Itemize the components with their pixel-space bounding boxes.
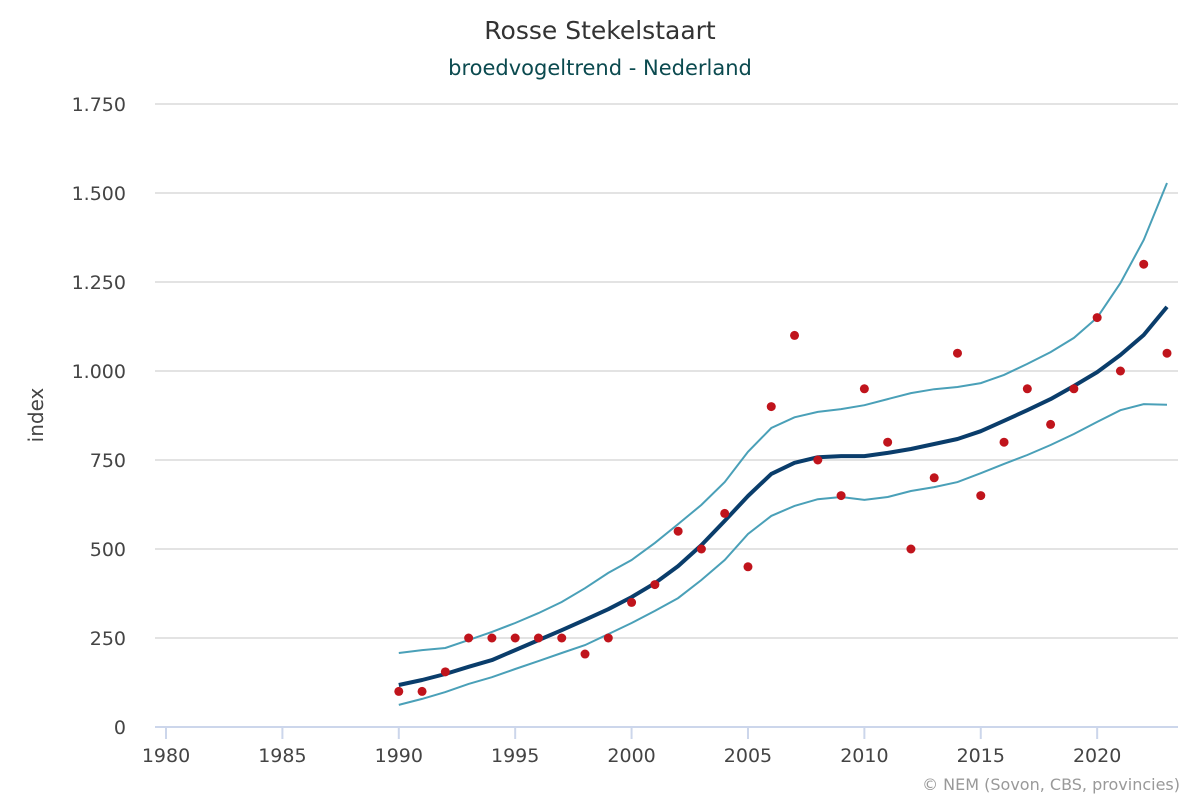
data-point — [929, 473, 939, 483]
data-point — [464, 633, 474, 643]
x-tick-label: 1995 — [491, 745, 539, 767]
data-point — [673, 526, 683, 536]
data-point — [813, 455, 823, 465]
data-point — [883, 437, 893, 447]
y-tick-label: 1.500 — [72, 183, 126, 205]
x-tick-label: 1990 — [375, 745, 423, 767]
x-tick-label: 2000 — [607, 745, 655, 767]
data-point — [1092, 313, 1102, 323]
data-point — [394, 686, 404, 696]
x-tick-label: 2005 — [724, 745, 772, 767]
data-point — [790, 330, 800, 340]
data-point — [999, 437, 1009, 447]
y-axis-title: index — [24, 387, 48, 442]
data-point — [1046, 419, 1056, 429]
lower-bound-line — [398, 403, 1168, 706]
data-point — [580, 649, 590, 659]
data-point — [720, 508, 730, 518]
data-point — [766, 402, 776, 412]
upper-bound-line — [398, 182, 1168, 654]
credits-link[interactable]: © NEM (Sovon, CBS, provincies) — [922, 775, 1180, 794]
data-point — [743, 562, 753, 572]
x-tick-label: 2020 — [1073, 745, 1121, 767]
chart-title: Rosse Stekelstaart — [484, 16, 716, 45]
x-tick-label: 1980 — [142, 745, 190, 767]
data-point — [906, 544, 916, 554]
data-point — [487, 633, 497, 643]
data-point — [952, 348, 962, 358]
x-tick-label: 1985 — [258, 745, 306, 767]
data-point — [603, 633, 613, 643]
x-tick-label: 2015 — [957, 745, 1005, 767]
data-point — [533, 633, 543, 643]
data-point — [440, 667, 450, 677]
data-point — [836, 491, 846, 501]
data-point — [557, 633, 567, 643]
y-tick-label: 1.750 — [72, 94, 126, 116]
y-tick-label: 250 — [90, 628, 126, 650]
data-point — [1069, 384, 1079, 394]
y-tick-label: 1.250 — [72, 272, 126, 294]
data-point — [627, 597, 637, 607]
data-point — [1022, 384, 1032, 394]
x-tick-label: 2010 — [840, 745, 888, 767]
data-point — [1115, 366, 1125, 376]
data-point — [510, 633, 520, 643]
chart-subtitle: broedvogeltrend - Nederland — [448, 56, 752, 80]
y-tick-label: 0 — [114, 717, 126, 739]
y-tick-label: 750 — [90, 450, 126, 472]
y-tick-label: 500 — [90, 539, 126, 561]
data-point — [650, 580, 660, 590]
trend-line — [398, 305, 1169, 687]
data-point — [859, 384, 869, 394]
y-tick-label: 1.000 — [72, 361, 126, 383]
data-point — [696, 544, 706, 554]
data-point — [1139, 259, 1149, 269]
data-point — [1162, 348, 1172, 358]
data-point — [976, 491, 986, 501]
data-point — [417, 686, 427, 696]
